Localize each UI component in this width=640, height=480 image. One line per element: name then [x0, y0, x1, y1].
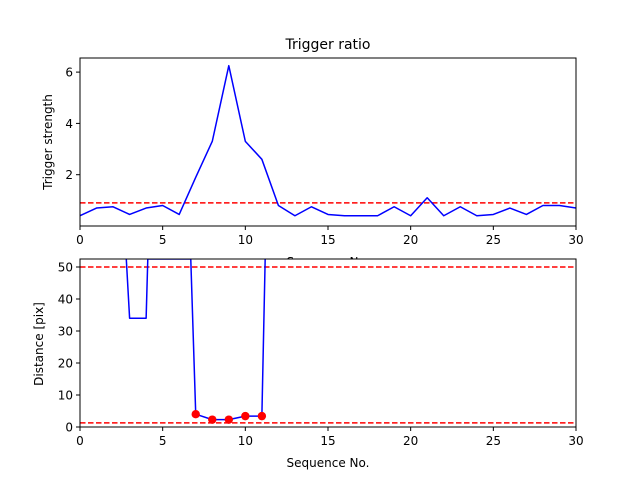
data-layer [80, 259, 576, 424]
x-tick-label: 0 [76, 233, 84, 247]
y-axis-label: Distance [pix] [32, 302, 46, 386]
series-line [80, 64, 576, 217]
x-tick-label: 30 [568, 233, 583, 247]
data-point-marker [241, 411, 250, 421]
plot-area: 0 5 10 15 20 25 30 2 4 6 [65, 57, 584, 247]
x-tick-label: 5 [159, 233, 167, 247]
data-point-marker [191, 410, 200, 419]
y-tick-label: 30 [58, 325, 73, 339]
y-tick-label: 40 [58, 293, 73, 307]
x-tick-label: 10 [238, 434, 253, 448]
y-axis-label: Trigger strength [41, 94, 55, 191]
y-tick-label: 50 [58, 261, 73, 275]
data-point-marker [224, 415, 233, 424]
x-tick-label: 10 [238, 233, 253, 247]
y-tick-label: 0 [65, 421, 73, 435]
y-tick-label: 4 [65, 117, 73, 131]
x-tick-label: 20 [403, 233, 418, 247]
chart-title: Trigger ratio [284, 37, 370, 53]
y-tick-label: 2 [65, 168, 73, 182]
distance-chart: 0 5 10 15 20 25 30 0 10 20 30 40 50 Sequence No. Dis… [32, 258, 584, 470]
y-tick-label: 6 [65, 66, 73, 80]
x-axis-label: Sequence No. [287, 456, 370, 470]
x-tick-label: 0 [76, 434, 84, 448]
x-tick-label: 20 [403, 434, 418, 448]
data-point-marker [208, 415, 217, 424]
data-layer [80, 64, 576, 217]
x-tick-label: 15 [320, 233, 335, 247]
y-tick-label: 20 [58, 357, 73, 371]
y-tick-label: 10 [58, 389, 73, 403]
plot-background [80, 259, 576, 427]
x-tick-label: 25 [486, 434, 501, 448]
x-tick-label: 15 [320, 434, 335, 448]
x-tick-label: 25 [486, 233, 501, 247]
x-tick-label: 5 [159, 434, 167, 448]
x-tick-label: 30 [568, 434, 583, 448]
data-point-marker [257, 411, 267, 421]
plot-area: 0 5 10 15 20 25 30 0 10 20 30 40 50 [58, 258, 584, 448]
